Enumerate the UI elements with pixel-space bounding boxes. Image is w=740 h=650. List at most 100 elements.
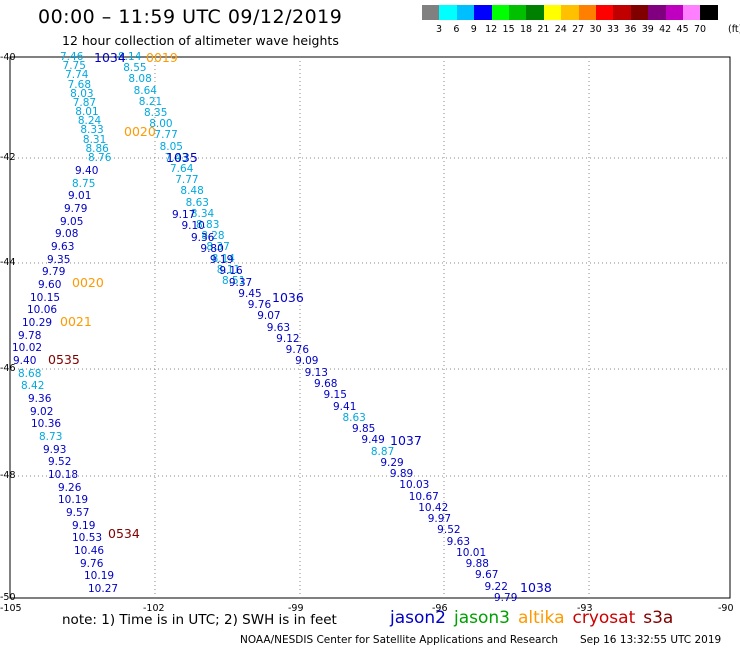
lon-tick-label: -96 (432, 603, 448, 614)
scale-swatch (700, 5, 718, 20)
wave-height-value: 8.37 (206, 241, 230, 254)
legend-item-jason2: jason2 (390, 608, 446, 628)
pass-time-tag: 0534 (108, 526, 140, 541)
pass-time-tag: 0535 (48, 352, 80, 367)
wave-height-value: 8.03 (70, 87, 94, 100)
wave-height-value: 7.43 (164, 151, 189, 164)
wave-height-value: 9.10 (181, 220, 205, 233)
wave-height-value: 10.36 (31, 418, 62, 431)
wave-height-value: 9.17 (172, 209, 196, 221)
wave-height-value: 9.01 (68, 190, 92, 203)
pass-time-tag: 1034 (94, 50, 126, 65)
wave-height-value: 9.36 (190, 231, 215, 244)
wave-height-value: 10.42 (418, 501, 449, 514)
wave-height-value: 8.35 (144, 107, 168, 119)
wave-height-value: 8.51 (222, 275, 246, 287)
scale-label: 27 (572, 24, 585, 35)
wave-height-value: 9.49 (361, 434, 385, 447)
wave-height-value: 10.27 (88, 583, 119, 595)
wave-height-value: 9.52 (437, 524, 461, 537)
wave-height-value: 10.67 (408, 490, 439, 503)
wave-height-value: 7.46 (60, 51, 84, 63)
wave-height-value: 8.86 (85, 142, 109, 155)
scale-swatch (665, 5, 683, 20)
wave-height-value: 9.26 (58, 481, 82, 494)
scale-swatch (509, 5, 527, 20)
wave-height-value: 9.79 (64, 203, 88, 215)
wave-height-value: 8.34 (190, 207, 215, 220)
wave-height-value: 9.02 (30, 405, 54, 418)
lon-tick-label: -102 (143, 603, 165, 614)
wave-height-value: 8.76 (88, 152, 112, 164)
wave-height-value: 8.33 (80, 124, 104, 137)
legend-item-jason3: jason3 (454, 608, 510, 628)
lat-tick-label: -44 (0, 257, 16, 268)
wave-height-value: 10.46 (74, 545, 105, 557)
wave-height-value: 9.67 (475, 569, 499, 582)
lon-tick-label: -99 (288, 603, 304, 614)
pass-time-tag: 0020 (124, 124, 156, 139)
wave-height-value: 9.45 (238, 287, 262, 300)
wave-height-value: 9.93 (43, 443, 67, 456)
wave-height-value: 8.14 (211, 252, 235, 265)
wave-height-value: 9.76 (80, 557, 104, 570)
wave-height-value: 10.19 (58, 494, 89, 507)
wave-height-value: 10.53 (72, 532, 103, 545)
scale-label: 21 (537, 24, 550, 35)
lat-tick-label: -40 (0, 52, 16, 63)
wave-height-value: 9.63 (266, 321, 291, 334)
pass-time-tag: 0021 (60, 314, 92, 329)
scale-label: 9 (470, 24, 477, 35)
wave-height-value: 10.15 (30, 291, 61, 304)
wave-height-value: 9.19 (209, 254, 234, 267)
wave-height-value: 9.60 (38, 279, 62, 291)
scale-label: 24 (554, 24, 567, 35)
wave-height-value: 9.35 (47, 253, 71, 266)
map-frame (9, 56, 731, 599)
wave-height-value: 9.97 (427, 513, 452, 526)
wave-height-value: 10.01 (456, 546, 487, 559)
footer-note: note: 1) Time is in UTC; 2) SWH is in fe… (62, 612, 337, 628)
wave-height-value: 9.76 (247, 299, 272, 312)
map-grid (10, 57, 730, 598)
lon-tick-label: -105 (0, 603, 22, 614)
wave-height-value: 9.68 (314, 377, 338, 390)
scale-swatch (630, 5, 649, 20)
wave-height-value: 9.16 (219, 265, 243, 278)
wave-height-value: 8.55 (123, 62, 147, 75)
wave-height-value: 8.83 (196, 219, 220, 231)
timestamp: Sep 16 13:32:55 UTC 2019 (580, 634, 722, 646)
scale-swatch (422, 5, 440, 20)
scale-swatch (439, 5, 457, 20)
wave-height-value: 7.77 (154, 129, 178, 142)
scale-label: 33 (606, 24, 620, 35)
wave-height-value: 8.28 (201, 230, 225, 243)
wave-height-value: 9.76 (285, 344, 310, 357)
wave-height-value: 8.11 (216, 263, 241, 276)
legend-item-cryosat: cryosat (572, 608, 636, 628)
wave-height-value: 8.63 (185, 196, 209, 209)
wave-height-value: 9.07 (257, 310, 281, 323)
wave-height-value: 9.88 (465, 558, 489, 571)
wave-height-value: 9.12 (276, 332, 300, 345)
wave-height-value: 8.08 (128, 73, 152, 86)
wave-height-value: 9.63 (51, 241, 75, 253)
wave-height-value: 9.52 (48, 456, 72, 469)
scale-swatch (491, 5, 509, 20)
lon-tick-label: -93 (577, 603, 593, 614)
wave-height-value: 9.78 (18, 329, 42, 342)
lat-tick-label: -48 (0, 470, 16, 481)
wave-height-value: 9.19 (72, 519, 96, 532)
wave-height-value: 8.63 (342, 411, 366, 424)
wave-height-value: 8.31 (82, 133, 107, 146)
wave-height-value: 7.87 (72, 96, 97, 109)
scale-label: 39 (641, 24, 654, 35)
scale-swatch (526, 5, 544, 20)
scale-label: 42 (659, 24, 672, 35)
wave-height-value: 9.40 (75, 165, 99, 177)
wave-height-value: 10.03 (399, 479, 430, 492)
wave-height-value: 9.89 (389, 468, 414, 481)
lon-tick-label: -90 (718, 603, 734, 614)
scale-swatch (613, 5, 631, 20)
